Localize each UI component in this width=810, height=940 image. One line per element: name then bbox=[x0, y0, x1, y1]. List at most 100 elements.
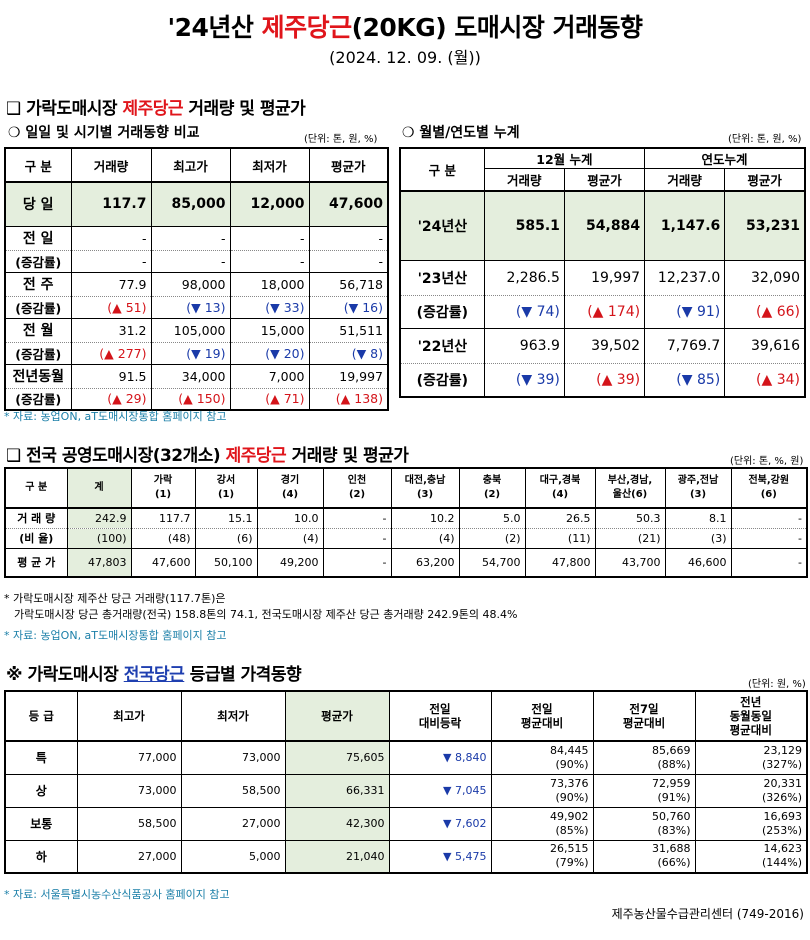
grade-row: 하 27,000 5,000 21,040 ▼ 5,475 26,515 (79%) 31,6… bbox=[4, 839, 808, 874]
national-header-name: 대구,경북 bbox=[539, 475, 581, 486]
monthly-value: 32,090 bbox=[724, 260, 806, 296]
monthly-value: 12,237.0 bbox=[644, 260, 726, 296]
national-note-line1: * 가락도매시장 제주산 당근 거래량(117.7톤)은 bbox=[4, 592, 226, 605]
daily-compare-row: 전 주 77.9 98,000 18,000 56,718 bbox=[4, 271, 389, 297]
monthly-subheader: 평균가 bbox=[563, 168, 646, 191]
daily-rate-row: (증감률) (▲ 51) (▼ 13) (▼ 33) (▼ 16) bbox=[4, 296, 389, 319]
daily-value: 77.9 bbox=[70, 271, 152, 297]
daily-value: 98,000 bbox=[150, 271, 231, 297]
national-header-name: 부산,경남, bbox=[607, 475, 653, 486]
grade-compare-value: 84,445 bbox=[550, 743, 589, 757]
daily-value: 105,000 bbox=[150, 317, 231, 343]
grade-compare-cell: 85,669 (88%) bbox=[592, 740, 696, 775]
grade-header-cell: 전년 동월동일 평균대비 bbox=[694, 690, 808, 742]
monthly-rate-label: (증감률) bbox=[399, 295, 485, 329]
daily-rate-row: (증감률) - - - - bbox=[4, 250, 389, 273]
report-date: (2024. 12. 09. (월)) bbox=[329, 48, 481, 67]
grade-label: 하 bbox=[4, 839, 78, 874]
grade-compare-cell: 31,688 (66%) bbox=[592, 839, 696, 874]
grade-compare-cell: 49,902 (85%) bbox=[490, 806, 594, 841]
grade-min: 5,000 bbox=[180, 839, 286, 874]
grade-compare-value: 26,515 bbox=[550, 842, 589, 856]
daily-value: 31.2 bbox=[70, 317, 152, 343]
national-value: (21) bbox=[594, 528, 666, 549]
monthly-unit: (단위: 톤, 원, %) bbox=[728, 134, 802, 145]
section3-heading: ※ 가락도매시장 전국당근 등급별 가격동향 bbox=[6, 665, 302, 685]
national-header-cell: 대전,충남 (3) bbox=[390, 467, 460, 509]
daily-value: 56,718 bbox=[308, 271, 389, 297]
monthly-cumulative-table: 구 분 12월 누계 연도누계 거래량 평균가 거래량 평균가 '24년산 58… bbox=[399, 147, 806, 398]
section1-heading: ❑ 가락도매시장 제주당근 거래량 및 평균가 bbox=[6, 99, 306, 119]
monthly-value: 19,997 bbox=[563, 260, 646, 296]
grade-change: ▼ 7,045 bbox=[388, 773, 492, 808]
daily-rate-value: (▼ 8) bbox=[308, 342, 389, 365]
national-header-cell: 계 bbox=[66, 467, 132, 509]
monthly-rate-value: (▲ 174) bbox=[563, 295, 646, 329]
daily-rate-value: (▲ 150) bbox=[150, 388, 231, 411]
monthly-value: 39,616 bbox=[724, 328, 806, 364]
grade-compare-pct: (83%) bbox=[657, 823, 691, 837]
grade-compare-value: 72,959 bbox=[652, 776, 691, 790]
monthly-group-month: 12월 누계 bbox=[483, 147, 646, 169]
grade-compare-value: 14,623 bbox=[763, 842, 803, 856]
monthly-value: 1,147.6 bbox=[644, 190, 726, 261]
grade-compare-value: 85,669 bbox=[652, 743, 691, 757]
daily-compare-row: 전 월 31.2 105,000 15,000 51,511 bbox=[4, 317, 389, 343]
daily-rate-row: (증감률) (▲ 29) (▲ 150) (▲ 71) (▲ 138) bbox=[4, 388, 389, 411]
grade-compare-cell: 14,623 (144%) bbox=[694, 839, 808, 874]
grade-compare-pct: (327%) bbox=[761, 757, 802, 771]
national-header-count: (4) bbox=[551, 489, 569, 500]
daily-value: 47,600 bbox=[308, 181, 389, 227]
daily-header-cell: 평균가 bbox=[308, 147, 389, 183]
monthly-rate-row: (증감률) (▼ 39) (▲ 39) (▼ 85) (▲ 34) bbox=[399, 363, 806, 397]
national-header-cell: 부산,경남, 울산(6) bbox=[594, 467, 666, 509]
national-value: 46,600 bbox=[664, 547, 732, 578]
daily-trade-table: 구 분 거래량 최고가 최저가 평균가 당 일 117.7 85,000 12,… bbox=[4, 147, 389, 411]
national-header-name: 광주,전남 bbox=[677, 475, 719, 486]
grade-compare-value: 49,902 bbox=[550, 809, 589, 823]
grade-compare-cell: 23,129 (327%) bbox=[694, 740, 808, 775]
national-header-name: 대전,충남 bbox=[404, 475, 446, 486]
grade-compare-value: 16,693 bbox=[763, 809, 803, 823]
national-header-count: (2) bbox=[483, 489, 501, 500]
daily-header-cell: 최저가 bbox=[229, 147, 310, 183]
grade-change: ▼ 5,475 bbox=[388, 839, 492, 874]
grade-min: 73,000 bbox=[180, 740, 286, 775]
national-ratio-row: (비 율) (100) (48) (6) (4) - (4) (2) (11) (21) (3) - bbox=[4, 528, 808, 549]
grade-compare-pct: (88%) bbox=[657, 757, 691, 771]
grade-min: 58,500 bbox=[180, 773, 286, 808]
national-header-name: 강서 bbox=[216, 475, 236, 486]
national-header-count: (1) bbox=[154, 489, 172, 500]
grade-min: 27,000 bbox=[180, 806, 286, 841]
daily-rate-value: (▲ 71) bbox=[229, 388, 310, 411]
national-value: - bbox=[322, 528, 392, 549]
daily-compare-row: 전 일---- bbox=[4, 225, 389, 251]
grade-compare-pct: (144%) bbox=[761, 856, 802, 870]
daily-row-label: 전 일 bbox=[4, 225, 72, 251]
national-header-cell: 대구,경북 (4) bbox=[524, 467, 596, 509]
national-unit: (단위: 톤, %, 원) bbox=[730, 456, 804, 467]
grade-unit: (단위: 원, %) bbox=[748, 679, 806, 690]
daily-rate-value: (▼ 33) bbox=[229, 296, 310, 319]
national-header-count: (3) bbox=[689, 489, 707, 500]
monthly-compare-row: '22년산 963.9 39,502 7,769.7 39,616 bbox=[399, 328, 806, 364]
national-header-cell: 광주,전남 (3) bbox=[664, 467, 732, 509]
national-value: 26.5 bbox=[524, 507, 596, 529]
national-value: 47,803 bbox=[66, 547, 132, 578]
national-header-count: (2) bbox=[348, 489, 366, 500]
monthly-row-label: '24년산 bbox=[399, 190, 485, 261]
daily-rate-value: (▲ 138) bbox=[308, 388, 389, 411]
national-header-cell: 구 분 bbox=[4, 467, 68, 509]
grade-compare-cell: 50,760 (83%) bbox=[592, 806, 696, 841]
daily-value: 34,000 bbox=[150, 363, 231, 389]
daily-rate-value: - bbox=[150, 250, 231, 273]
national-value: (4) bbox=[390, 528, 460, 549]
national-value: 43,700 bbox=[594, 547, 666, 578]
grade-compare-value: 50,760 bbox=[652, 809, 691, 823]
daily-rate-label: (증감률) bbox=[4, 296, 72, 319]
monthly-rate-value: (▲ 39) bbox=[563, 363, 646, 397]
national-value: 5.0 bbox=[458, 507, 526, 529]
grade-header-cell: 최저가 bbox=[180, 690, 286, 742]
monthly-rate-value: (▲ 66) bbox=[724, 295, 806, 329]
monthly-rate-value: (▼ 85) bbox=[644, 363, 726, 397]
